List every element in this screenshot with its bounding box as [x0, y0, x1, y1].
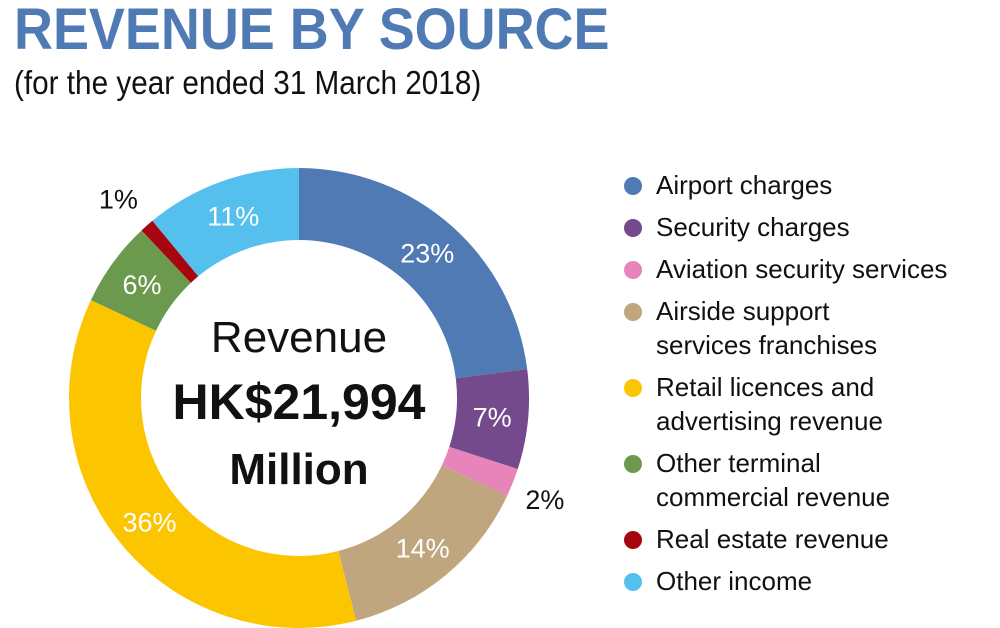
legend-label: Aviation security services	[656, 254, 948, 284]
legend-label: advertising revenue	[656, 406, 883, 436]
legend-label: commercial revenue	[656, 482, 891, 512]
legend-item: Security charges	[624, 210, 947, 244]
legend-item: Aviation security services	[624, 252, 947, 286]
legend-label: Other income	[656, 566, 813, 596]
legend-label: Security charges	[656, 212, 850, 242]
legend-label: Airport charges	[656, 170, 833, 200]
legend-swatch-icon	[624, 261, 642, 279]
slice-airport-charges	[299, 168, 528, 379]
donut-slices	[69, 168, 529, 628]
chart-title: REVENUE BY SOURCE	[14, 0, 610, 62]
slice-label: 14%	[396, 533, 450, 563]
slice-other-terminal-commercial-revenue	[90, 230, 191, 331]
legend-label: Retail licences and	[656, 372, 875, 402]
legend-item: Airside support services franchises	[624, 294, 947, 362]
legend-swatch-icon	[624, 177, 642, 195]
legend-item: Airport charges	[624, 168, 947, 202]
legend-label: services franchises	[656, 330, 878, 360]
legend-swatch-icon	[624, 303, 642, 321]
legend-swatch-icon	[624, 455, 642, 473]
slice-label: 11%	[207, 201, 259, 231]
slice-other-income	[152, 168, 299, 277]
legend-item: Real estate revenue	[624, 522, 947, 556]
slice-retail-licences-and-advertising-revenue	[69, 300, 357, 628]
legend-label: Airside support	[656, 296, 830, 326]
legend: Airport charges Security charges Aviation …	[624, 168, 947, 606]
slice-label: 36%	[122, 508, 176, 538]
slice-aviation-security-services	[441, 446, 518, 496]
slice-label: 2%	[525, 485, 564, 515]
slice-labels: 23% 7% 2% 14% 36% 6% 1% 11%	[99, 184, 565, 563]
slice-airside-support-services-franchises	[338, 465, 508, 621]
legend-label: Other terminal	[656, 448, 821, 478]
slice-label: 23%	[400, 238, 454, 268]
center-label-revenue: Revenue	[211, 313, 387, 362]
slice-label: 6%	[123, 270, 162, 300]
legend-swatch-icon	[624, 531, 642, 549]
center-label-unit: Million	[229, 445, 368, 494]
center-label-amount: HK$21,994	[173, 374, 426, 430]
legend-swatch-icon	[624, 219, 642, 237]
legend-item: Other income	[624, 564, 947, 598]
slice-security-charges	[449, 369, 529, 470]
legend-label: Real estate revenue	[656, 524, 889, 554]
legend-item: Other terminal commercial revenue	[624, 446, 947, 514]
chart-subtitle: (for the year ended 31 March 2018)	[14, 64, 482, 101]
slice-real-estate-revenue	[141, 220, 199, 283]
legend-swatch-icon	[624, 379, 642, 397]
slice-label: 1%	[99, 184, 138, 214]
legend-item: Retail licences and advertising revenue	[624, 370, 947, 438]
slice-label: 7%	[473, 402, 512, 432]
legend-swatch-icon	[624, 573, 642, 591]
